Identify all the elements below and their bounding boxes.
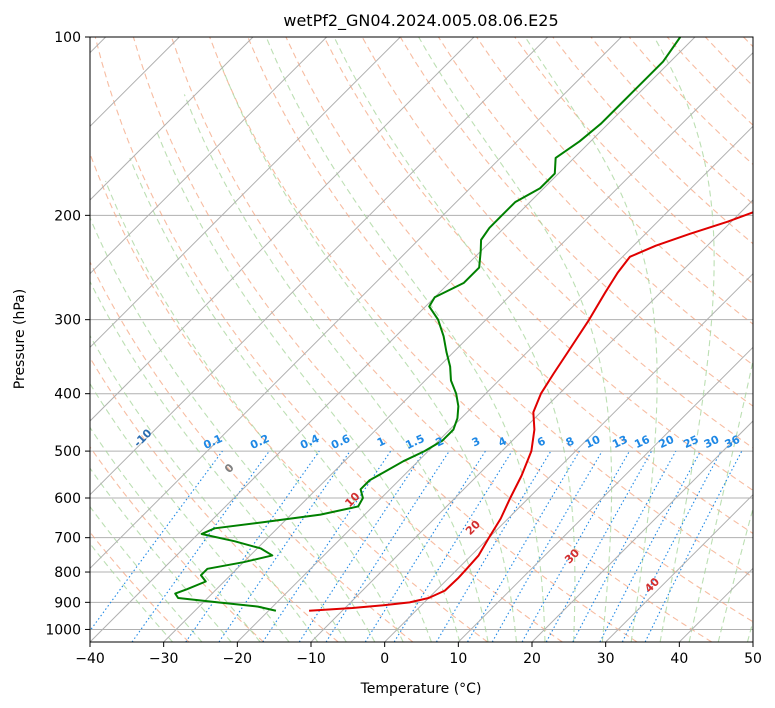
isotherm-line <box>531 420 753 642</box>
y-tick-label: 200 <box>54 208 81 224</box>
x-tick-label: 10 <box>449 651 467 667</box>
x-tick-label: 50 <box>744 651 762 667</box>
mixing-ratio-line <box>545 450 653 642</box>
moist-adiabat-line <box>90 334 319 642</box>
moist-adiabat-line <box>717 506 753 642</box>
isotherm-line <box>90 37 696 642</box>
moist-adiabat-line <box>688 358 753 642</box>
chart-title: wetPf2_GN04.2024.005.08.06.E25 <box>283 11 558 31</box>
mixing-ratio-line <box>298 450 425 642</box>
mixing-ratio-line <box>218 450 351 642</box>
x-tick-label: −30 <box>149 651 179 667</box>
dry-adiabat-line <box>94 37 563 642</box>
temperature-line <box>309 211 753 612</box>
isotherm-line <box>236 125 753 642</box>
moist-adiabat-line <box>265 37 546 642</box>
dry-adiabat-line <box>476 37 753 325</box>
moist-adiabat-line <box>333 37 576 642</box>
moist-adiabat-line <box>90 542 173 642</box>
y-tick-label: 800 <box>54 565 81 581</box>
mixing-ratio-line <box>90 450 223 632</box>
moist-adiabat-line <box>524 37 658 642</box>
x-tick-label: −10 <box>296 651 326 667</box>
isotherm-line <box>90 37 401 349</box>
isotherm-line <box>90 37 328 275</box>
moist-adiabat-line <box>219 61 518 642</box>
mixing-ratio-line <box>644 450 743 642</box>
dry-adiabat-line <box>323 37 753 492</box>
moist-adiabat-line <box>90 280 347 642</box>
isotherm-line <box>90 37 475 422</box>
dry-adiabat-line <box>514 37 753 285</box>
moist-adiabat-line <box>90 467 232 642</box>
moist-adiabat-line <box>105 180 404 642</box>
mixing-ratio-label: 10 <box>583 433 603 451</box>
moist-adiabat-line <box>90 505 203 642</box>
plot-frame <box>89 36 754 643</box>
isotherm-line <box>90 37 254 201</box>
mixing-ratio-line <box>393 450 513 642</box>
x-axis-ticks: −40 −30 −20 −10 0 10 20 30 40 50 <box>75 642 762 667</box>
isotherm-line <box>605 493 753 642</box>
isotherm-line <box>310 199 753 642</box>
mixing-ratio-label: 20 <box>657 433 677 451</box>
y-tick-label: 700 <box>54 531 81 547</box>
dry-adiabat-line <box>285 37 753 535</box>
x-tick-label: 20 <box>523 651 541 667</box>
isotherm-line <box>90 37 622 570</box>
y-axis-ticks: 100 200 300 400 500 600 700 800 900 1000 <box>45 30 90 638</box>
isotherm-line <box>457 346 753 642</box>
mixing-ratio-line <box>325 450 450 642</box>
x-tick-label: 40 <box>670 651 688 667</box>
dry-adiabats <box>90 37 753 642</box>
y-tick-label: 900 <box>54 595 81 611</box>
y-tick-label: 500 <box>54 444 81 460</box>
mixing-ratio-label: 16 <box>632 433 652 451</box>
moist-adiabat-line <box>129 157 432 642</box>
dry-adiabat-line <box>170 37 713 642</box>
moist-adiabat-line <box>90 216 376 642</box>
mixing-ratio-lines <box>90 450 743 642</box>
moist-adiabat-line <box>653 37 715 642</box>
mixing-ratio-label: 30 <box>702 433 722 451</box>
mixing-ratio-line <box>131 450 270 642</box>
y-tick-label: 100 <box>54 30 81 46</box>
isotherm-line <box>163 51 753 642</box>
x-tick-label: −20 <box>223 651 253 667</box>
isotherm-line <box>384 272 753 642</box>
y-tick-label: 400 <box>54 387 81 403</box>
dry-adiabat-line <box>247 37 753 578</box>
x-axis-label: Temperature (°C) <box>360 681 482 697</box>
y-axis-label: Pressure (hPa) <box>12 289 28 389</box>
skewed-isotherms <box>90 37 753 642</box>
y-tick-label: 600 <box>54 491 81 507</box>
mixing-ratio-label: 25 <box>681 433 700 451</box>
mixing-ratio-line <box>521 450 630 642</box>
mixing-ratio-label: 36 <box>723 433 743 451</box>
x-tick-label: 30 <box>597 651 615 667</box>
moist-adiabat-line <box>418 37 613 642</box>
mixing-ratio-label: 13 <box>610 433 629 451</box>
isotherm-line <box>90 37 549 496</box>
moist-adiabat-line <box>156 132 461 642</box>
moist-adiabat-line <box>90 426 261 642</box>
dry-adiabat-line <box>209 37 753 623</box>
mixing-ratio-line <box>572 450 677 642</box>
y-tick-label: 1000 <box>45 622 81 638</box>
x-tick-label: 0 <box>380 651 389 667</box>
x-tick-label: −40 <box>75 651 105 667</box>
dry-adiabat-line <box>90 356 339 642</box>
y-tick-label: 300 <box>54 313 81 329</box>
pressure-grid <box>90 37 753 630</box>
plot-area: 0.10.20.40.611.52346810131620253036-100-… <box>90 37 753 642</box>
sounding-series <box>174 37 753 612</box>
mixing-ratio-line <box>185 450 320 642</box>
moist-adiabats <box>90 37 753 642</box>
dry-adiabat-line <box>90 260 414 642</box>
moist-adiabat-line <box>183 94 489 642</box>
dry-adiabat-line <box>90 446 264 642</box>
dewpoint-line <box>174 37 682 612</box>
